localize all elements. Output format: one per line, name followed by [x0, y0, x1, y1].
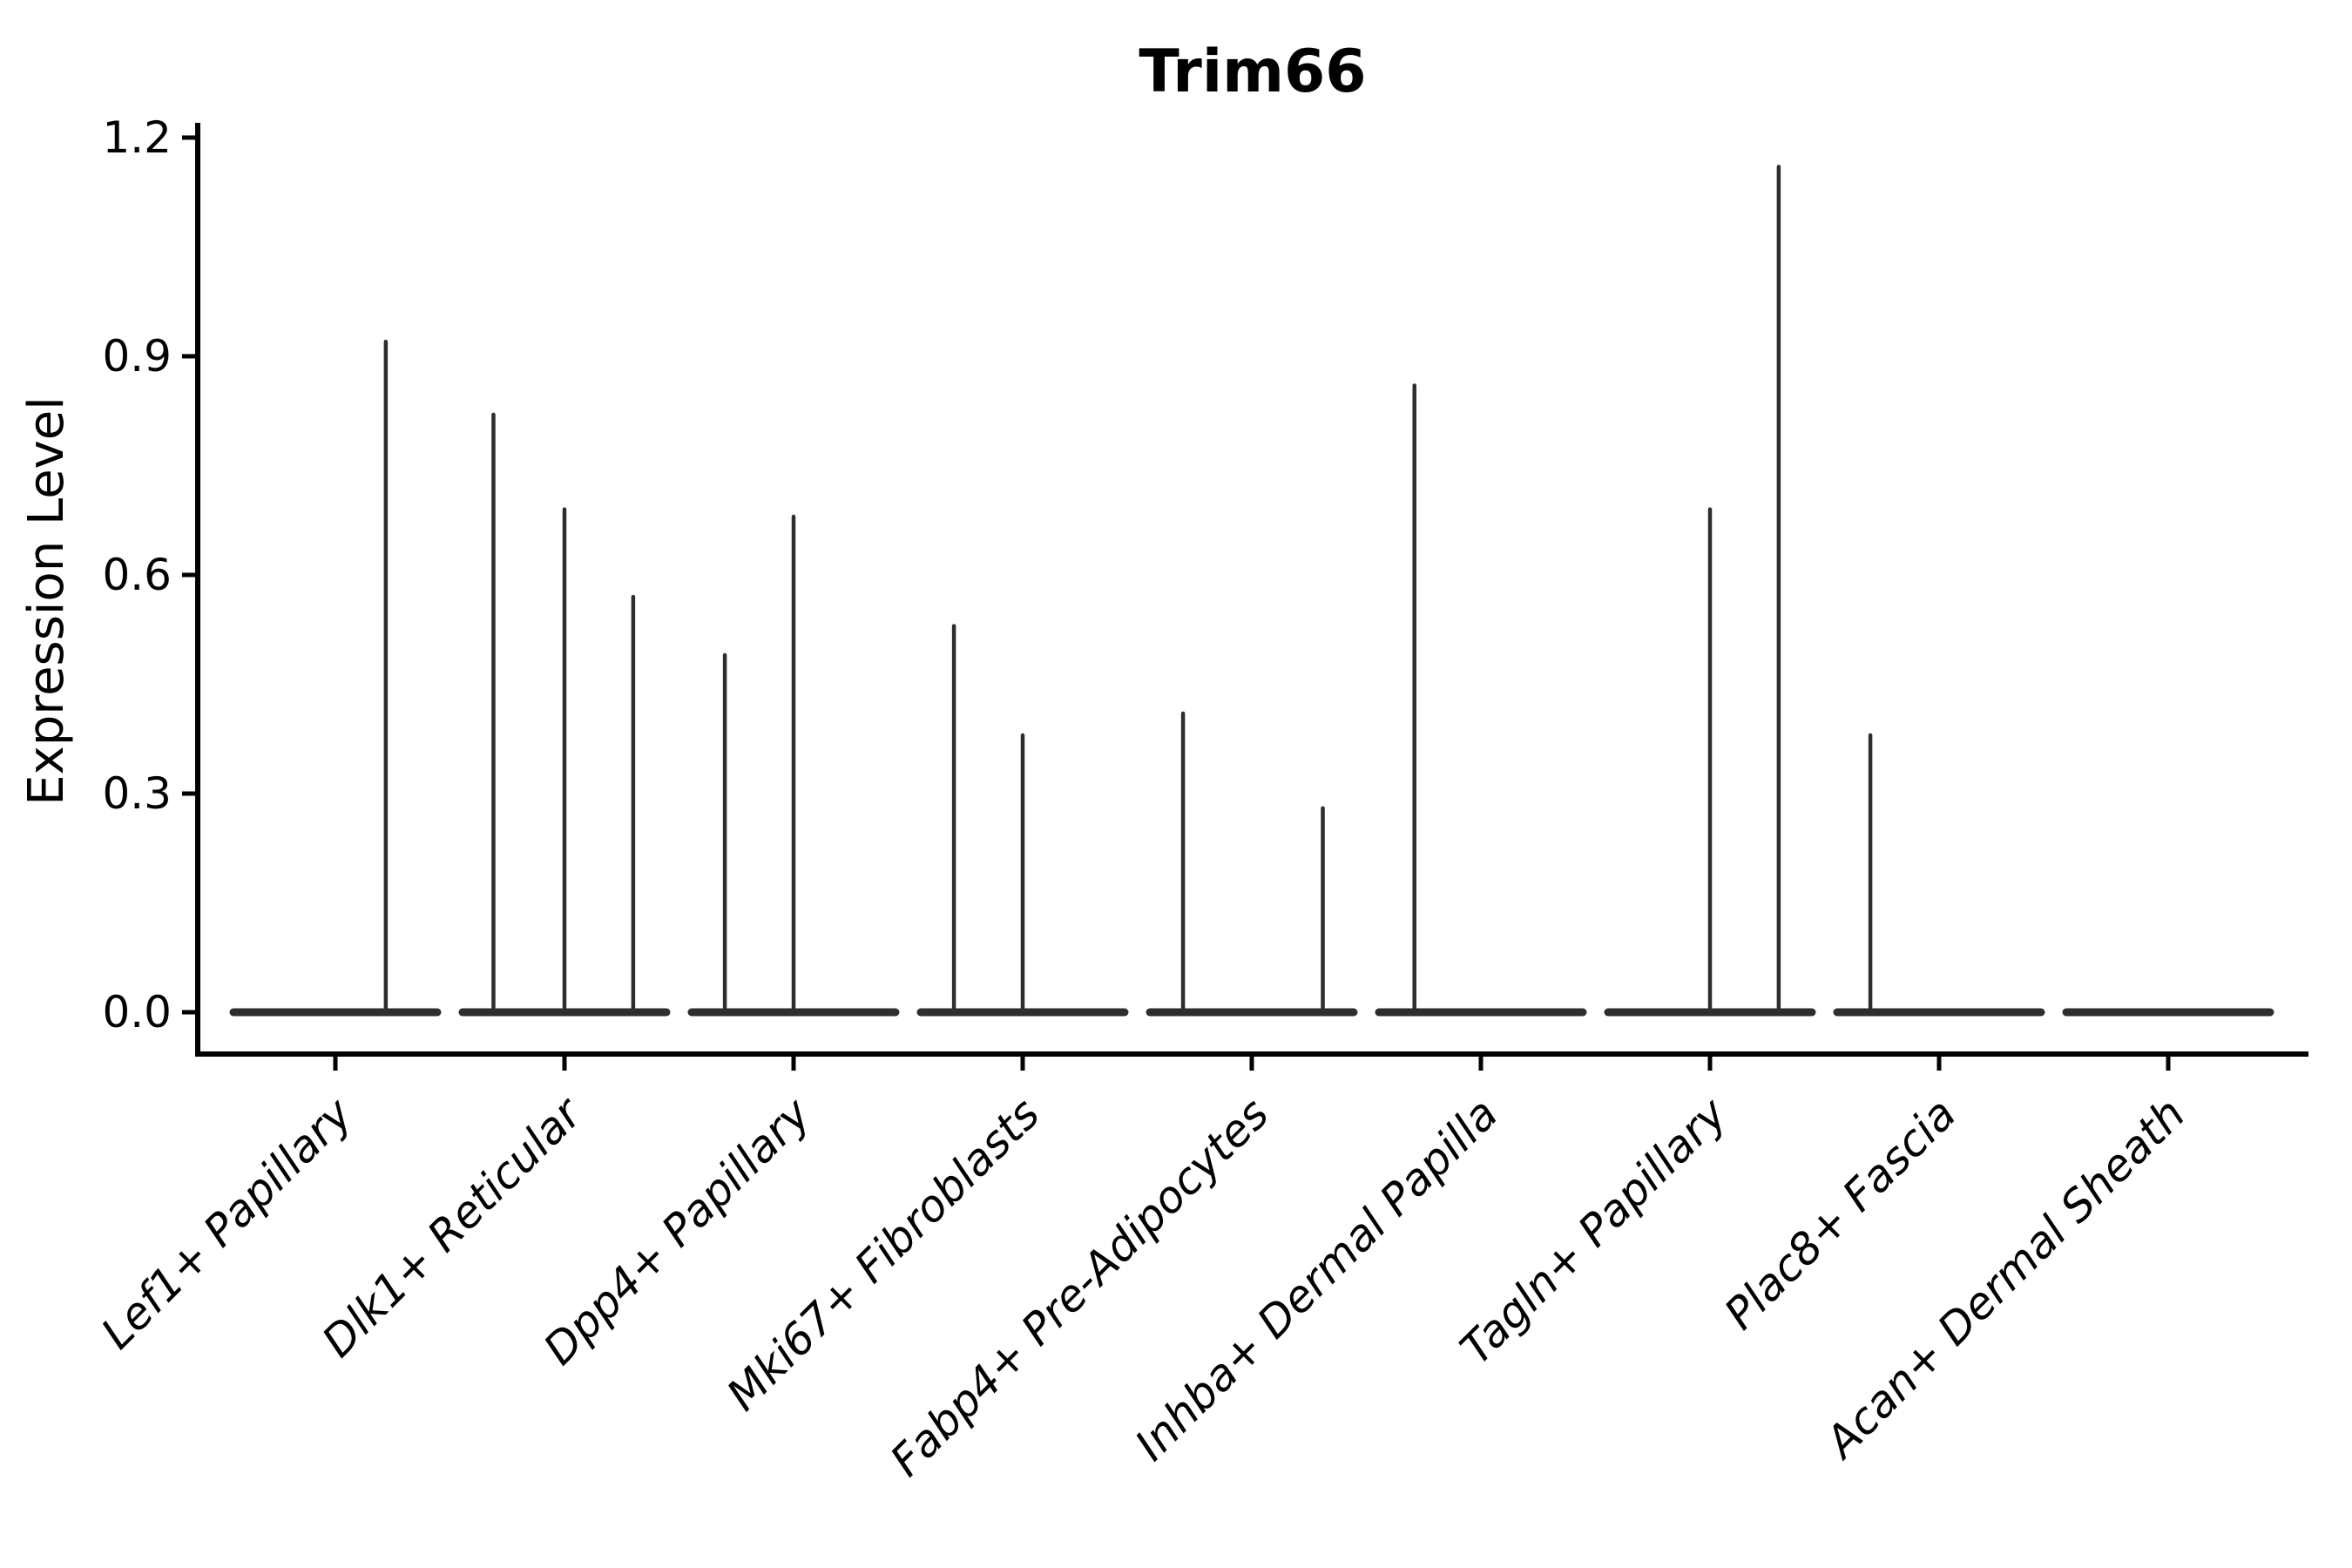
violin [1833, 733, 2045, 1017]
violin [916, 624, 1129, 1017]
violins-layer [229, 165, 2274, 1017]
xtick-label: Plac8+ Fascia [1715, 1088, 1966, 1339]
xtick-label: Inhba+ Dermal Papilla [1125, 1088, 1507, 1470]
xtick-label: Lef1+ Papillary [91, 1087, 362, 1358]
violin [1375, 383, 1587, 1017]
xtick-label: Fabp4+ Pre-Adipocytes [881, 1088, 1279, 1486]
ytick-label: 1.2 [102, 112, 172, 163]
violin [458, 412, 671, 1017]
violin [687, 514, 900, 1017]
ytick-label: 0.3 [102, 768, 172, 819]
violin [229, 339, 442, 1017]
chart-title: Trim66 [1139, 37, 1366, 106]
y-axis-label: Expression Level [18, 396, 75, 806]
y-axis: 0.0 0.3 0.6 0.9 1.2 [102, 112, 195, 1037]
ytick-label: 0.6 [102, 550, 172, 600]
violin [1146, 711, 1358, 1017]
ytick-label: 0.9 [102, 331, 172, 382]
violin [1604, 165, 1816, 1017]
xtick-label: Acan+ Dermal Sheath [1815, 1088, 2195, 1469]
ytick-label: 0.0 [102, 987, 172, 1037]
